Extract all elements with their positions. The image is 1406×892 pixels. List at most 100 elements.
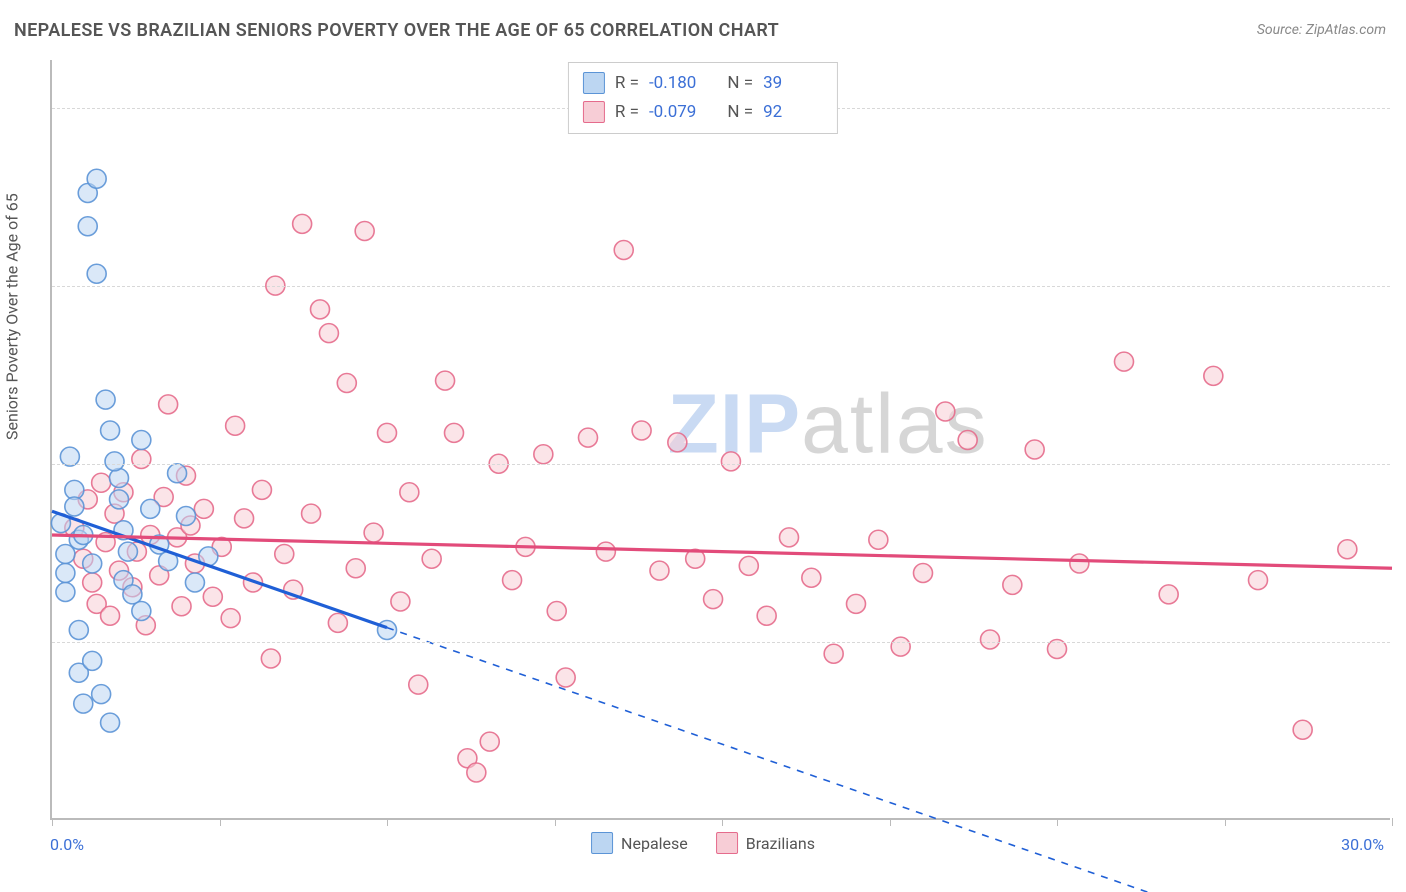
nepalese-point xyxy=(118,542,137,561)
gridline-h xyxy=(52,286,1390,287)
x-tick-mark xyxy=(1392,818,1393,826)
brazilians-point xyxy=(467,763,486,782)
brazilians-point xyxy=(480,732,499,751)
source-attribution: Source: ZipAtlas.com xyxy=(1257,22,1386,38)
brazilians-point xyxy=(346,559,365,578)
brazilians-point xyxy=(364,523,383,542)
brazilians-point xyxy=(1338,540,1357,559)
chart-title: NEPALESE VS BRAZILIAN SENIORS POVERTY OV… xyxy=(14,20,779,41)
nepalese-point xyxy=(101,421,120,440)
nepalese-point xyxy=(83,554,102,573)
x-tick-mark xyxy=(555,818,556,826)
brazilians-point xyxy=(824,644,843,663)
brazilians-point xyxy=(847,594,866,613)
brazilians-point xyxy=(355,222,374,241)
brazilians-point xyxy=(1249,571,1268,590)
brazilians-point xyxy=(1159,585,1178,604)
r-label: R = xyxy=(615,69,639,98)
brazilians-point xyxy=(132,450,151,469)
brazilians-point xyxy=(252,480,271,499)
brazilians-point xyxy=(1025,440,1044,459)
x-tick-mark xyxy=(722,818,723,826)
brazilians-point xyxy=(311,300,330,319)
y-tick-label: 7.5% xyxy=(1398,632,1406,651)
brazilians-point xyxy=(579,428,598,447)
brazilians-point xyxy=(101,606,120,625)
nepalese-point xyxy=(132,602,151,621)
brazilians-point xyxy=(780,528,799,547)
brazilians-point xyxy=(302,504,321,523)
nepalese-point xyxy=(56,583,75,602)
nepalese-legend-swatch xyxy=(591,832,613,854)
nepalese-point xyxy=(69,621,88,640)
nepalese-point xyxy=(87,169,106,188)
brazilians-point xyxy=(721,452,740,471)
brazilians-point xyxy=(739,556,758,575)
nepalese-point xyxy=(92,685,111,704)
brazilians-point xyxy=(1070,554,1089,573)
nepalese-point xyxy=(96,390,115,409)
nepalese-point xyxy=(185,573,204,592)
brazilians-point xyxy=(1293,720,1312,739)
brazilians-point xyxy=(203,587,222,606)
x-tick-mark xyxy=(387,818,388,826)
brazilians-point xyxy=(614,241,633,260)
n-label: N = xyxy=(719,98,753,127)
brazilians-point xyxy=(981,630,1000,649)
brazilians-point xyxy=(409,675,428,694)
corr-legend-row-nepalese: R = -0.180 N = 39 xyxy=(583,69,823,98)
nepalese-legend-label: Nepalese xyxy=(621,834,688,853)
brazilians-point xyxy=(1003,575,1022,594)
brazilians-point xyxy=(891,637,910,656)
nepalese-point xyxy=(83,651,102,670)
brazilians-point xyxy=(958,431,977,450)
nepalese-swatch xyxy=(583,72,605,94)
brazilians-point xyxy=(422,549,441,568)
brazilians-point xyxy=(1204,366,1223,385)
nepalese-point xyxy=(74,694,93,713)
brazilians-point xyxy=(534,445,553,464)
x-tick-mark xyxy=(52,818,53,826)
brazilians-point xyxy=(378,423,397,442)
y-tick-label: 15.0% xyxy=(1398,454,1406,473)
brazilians-point xyxy=(92,473,111,492)
nepalese-point xyxy=(168,464,187,483)
r-value: -0.079 xyxy=(649,98,709,127)
x-tick-mark xyxy=(1225,818,1226,826)
brazilians-point xyxy=(936,402,955,421)
chart-svg xyxy=(52,60,1390,818)
legend-item-nepalese: Nepalese xyxy=(591,832,688,854)
corr-legend-row-brazilians: R = -0.079 N = 92 xyxy=(583,98,823,127)
correlation-legend: R = -0.180 N = 39R = -0.079 N = 92 xyxy=(568,62,838,134)
r-value: -0.180 xyxy=(649,69,709,98)
chart-container: NEPALESE VS BRAZILIAN SENIORS POVERTY OV… xyxy=(0,0,1406,892)
nepalese-point xyxy=(177,507,196,526)
nepalese-point xyxy=(110,490,129,509)
brazilians-point xyxy=(869,530,888,549)
x-tick-mark xyxy=(220,818,221,826)
brazilians-legend-swatch xyxy=(716,832,738,854)
brazilians-point xyxy=(436,371,455,390)
y-tick-label: 30.0% xyxy=(1398,98,1406,117)
nepalese-point xyxy=(141,499,160,518)
brazilians-point xyxy=(445,423,464,442)
brazilians-point xyxy=(261,649,280,668)
nepalese-point xyxy=(101,713,120,732)
series-legend: NepaleseBrazilians xyxy=(591,832,815,854)
source-name: ZipAtlas.com xyxy=(1306,22,1386,38)
nepalese-point xyxy=(87,264,106,283)
brazilians-point xyxy=(503,571,522,590)
x-axis-max-label: 30.0% xyxy=(1341,835,1384,854)
brazilians-point xyxy=(1115,352,1134,371)
nepalese-point xyxy=(78,217,97,236)
brazilians-point xyxy=(235,509,254,528)
source-prefix: Source: xyxy=(1257,22,1306,38)
brazilians-swatch xyxy=(583,101,605,123)
brazilians-point xyxy=(668,433,687,452)
brazilians-point xyxy=(221,609,240,628)
brazilians-point xyxy=(319,324,338,343)
y-tick-label: 22.5% xyxy=(1398,276,1406,295)
plot-area: ZIPatlas 7.5%15.0%22.5%30.0% xyxy=(50,60,1390,820)
brazilians-point xyxy=(632,421,651,440)
x-axis-min-label: 0.0% xyxy=(50,835,84,854)
